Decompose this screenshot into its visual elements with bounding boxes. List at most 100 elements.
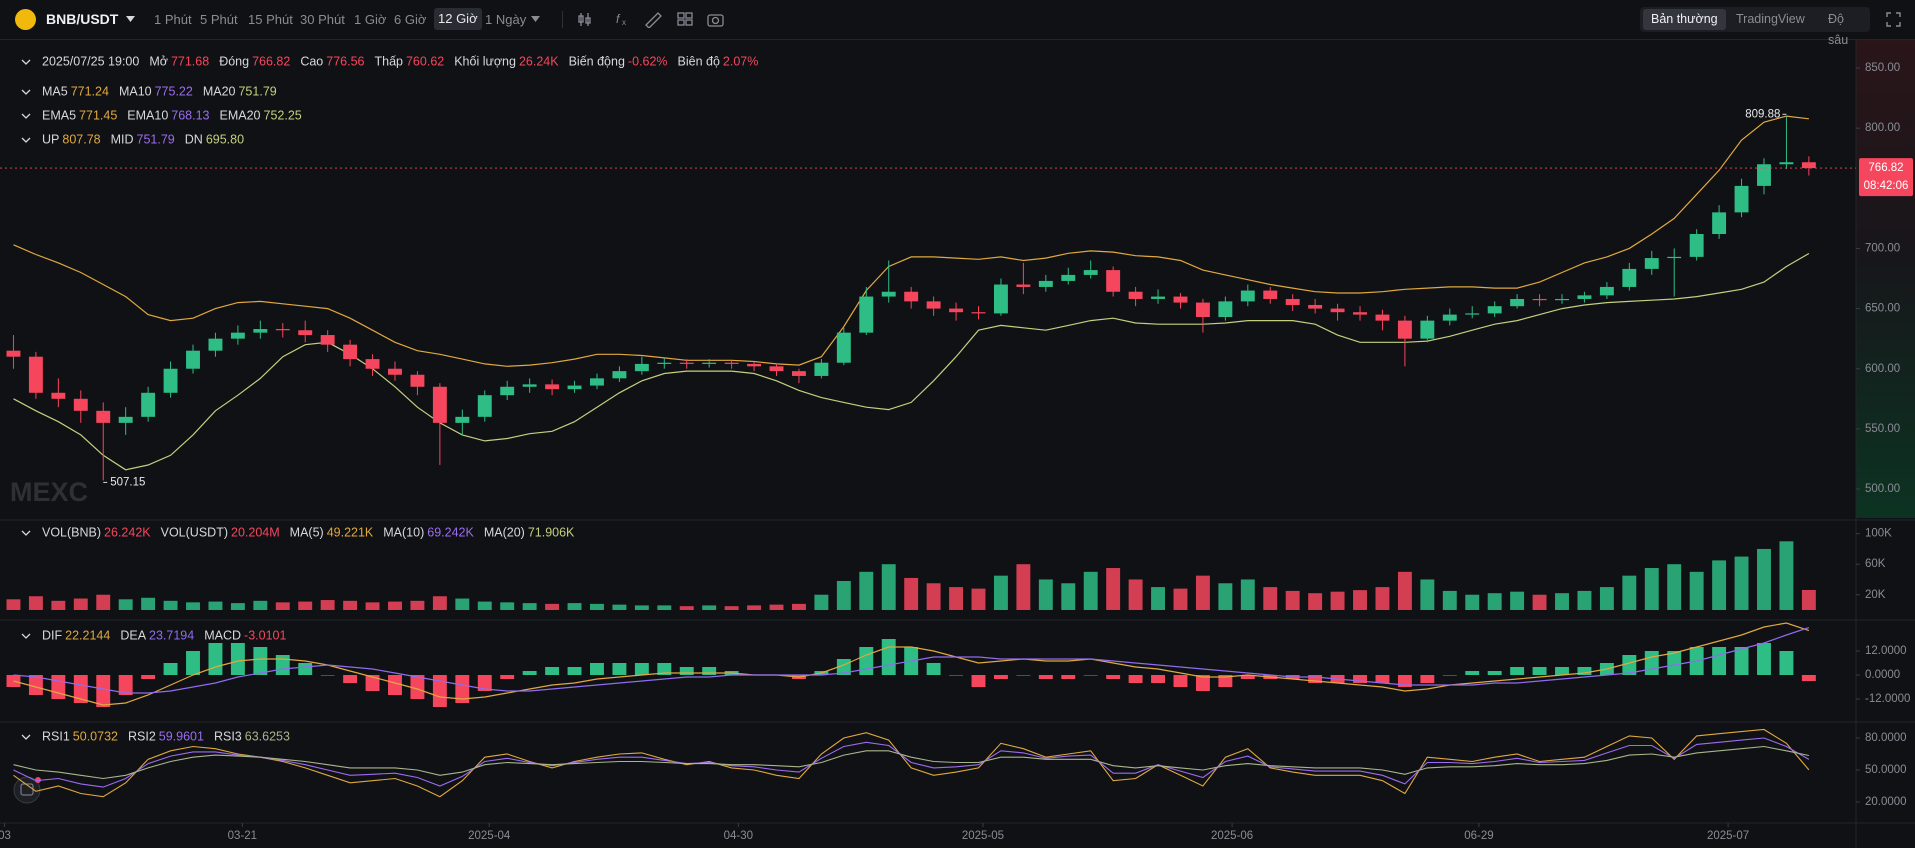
last-price-label: 766.82 [1868,162,1903,174]
symbol-dropdown[interactable] [126,15,135,24]
legend-text: 26.242K [104,525,151,539]
legend-text: 776.56 [326,54,364,68]
volume-bar [6,599,21,610]
interval-dropdown[interactable] [531,15,540,24]
macd-bar [1218,675,1233,687]
macd-bar [432,675,447,707]
price-axis-background [1856,40,1915,518]
candle-body [1263,290,1278,299]
volume-bar [1689,571,1704,610]
legend-text: RSI2 [128,729,156,743]
volume-bar [230,603,245,610]
macd-bar [1353,675,1367,683]
volume-bar [477,601,492,610]
candle-body [881,291,896,297]
candle-body [1667,256,1682,259]
volume-bar [1218,583,1233,610]
fullscreen-button[interactable] [1886,12,1901,27]
interval-button[interactable]: 6 Giờ [394,12,427,27]
macd-bar [388,675,402,695]
y-tick-label: 0.0000 [1865,669,1900,681]
macd-bar [971,675,986,687]
legend-text: MID [111,132,134,146]
macd-bar [1106,675,1121,679]
volume-bar [545,603,560,610]
volume-bar [881,564,896,610]
volume-bar [365,602,380,610]
volume-bar [1442,590,1457,610]
indicator-line [13,737,1810,788]
y-tick-label: 800.00 [1865,122,1900,134]
y-tick-label: 700.00 [1865,242,1900,254]
legend-text: 2.07% [723,54,758,68]
y-tick-label: 20K [1865,589,1886,601]
legend-text: MA10 [119,84,152,98]
interval-button[interactable]: 1 Giờ [354,12,387,27]
volume-bar [702,605,717,610]
symbol[interactable]: BNB/USDT [46,11,119,27]
macd-bar [1577,667,1592,675]
macd-bar [612,663,627,675]
volume-bar [679,606,694,610]
legend-text: VOL(BNB) [42,525,101,539]
volume-bar [814,594,829,610]
macd-bar [1712,647,1727,675]
macd-bar [1622,655,1637,675]
separator [562,11,563,28]
volume-bar [904,577,919,610]
volume-bar [1667,564,1682,610]
volume-bar [208,601,223,610]
y-tick-label: 850.00 [1865,62,1900,74]
indicator-line [13,622,1810,706]
macd-bar [500,675,515,679]
candle-body [1016,284,1031,287]
view-button[interactable]: Bản thường [1643,9,1726,30]
macd-bar [1667,651,1682,675]
legend-text: -0.62% [628,54,668,68]
macd-bar [51,675,66,699]
candle-body [769,366,784,372]
interval-button[interactable]: 15 Phút [248,12,293,27]
macd-bar [141,675,156,679]
macd-bar [657,663,672,675]
volume-bar [455,598,470,610]
volume-bar [1106,568,1121,610]
volume-bar [1375,587,1390,610]
candle-body [1106,270,1121,292]
candle-body [1330,308,1345,313]
volume-bar [612,604,627,610]
y-tick-label: 50.0000 [1865,764,1907,776]
macd-bar [163,663,178,675]
macd-bar [1240,675,1255,679]
view-button[interactable]: Độ sâu [1828,12,1849,47]
macd-bar [567,667,582,675]
interval-button[interactable]: 5 Phút [200,12,238,27]
volume-bar [724,606,739,610]
interval-button[interactable]: 30 Phút [300,12,345,27]
macd-bar [1195,675,1210,691]
volume-bar [1061,583,1076,610]
collapse-toggle [21,633,31,639]
candle-body [298,330,313,336]
legend-text: Cao [300,54,323,68]
macd-bar [1734,647,1749,675]
view-button[interactable]: TradingView [1736,12,1805,26]
interval-button[interactable]: 1 Phút [154,12,192,27]
y-tick-label: 600.00 [1865,363,1900,375]
legend-text: 20.204M [231,525,280,539]
candle-body [28,356,43,393]
macd-bar [28,675,43,695]
macd-bar [1465,671,1480,675]
candle-body [836,332,851,363]
legend-text: 760.62 [406,54,444,68]
candle-body [1532,298,1547,301]
macd-bar [1016,675,1031,676]
volume-bar [1487,593,1502,610]
candle-body [859,296,874,333]
interval-button[interactable]: 1 Ngày [485,12,527,27]
candle-body [657,362,672,364]
interval-button[interactable]: 12 Giờ [434,8,482,30]
volume-bar [298,601,313,610]
